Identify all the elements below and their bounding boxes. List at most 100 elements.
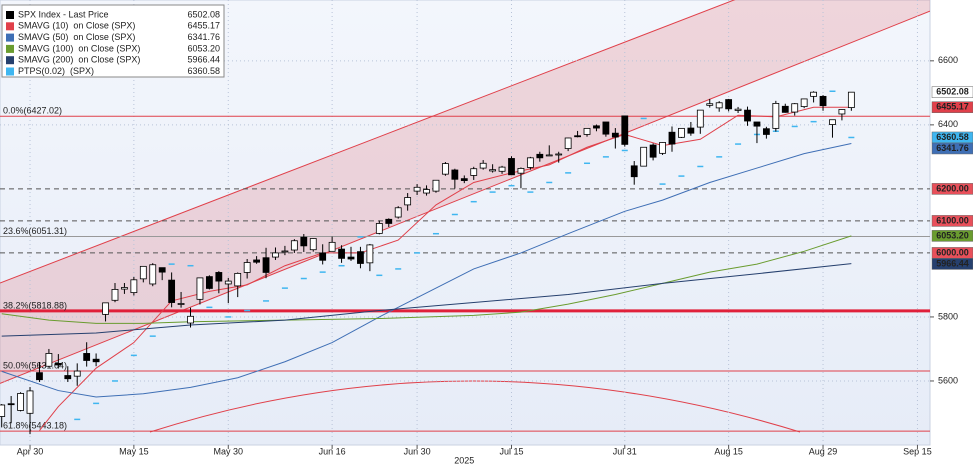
candle-body [423,189,430,194]
legend-value: 6502.08 [187,9,220,19]
value-box-label: 6053.20 [936,230,969,240]
candle-body [394,207,402,218]
candle-body [309,238,317,251]
value-box [931,86,973,98]
candle-body [102,302,109,315]
candle-body [583,127,591,135]
candle-body [234,273,242,287]
value-box [931,230,973,242]
legend-value: 6341.76 [187,32,220,42]
candle-body [45,353,53,367]
candle-body [687,127,695,134]
candle-body [715,102,723,109]
candle-body [26,390,34,414]
ma-line [1,143,852,398]
candle-body [847,91,855,108]
legend-swatch [6,11,14,19]
channel-line [0,10,930,384]
y-tick-label: 5600 [938,375,958,385]
candle-body [678,127,685,138]
candle-body [668,131,676,145]
legend-value: 5966.44 [187,55,220,65]
axes: Apr 30 May 15 May 30 Jun 16 Jun 30 Jul 15 Jul … [17,55,973,465]
candle-body [753,121,761,127]
candle-body [205,276,213,289]
candle-body [442,163,449,175]
x-tick-label: Jul 31 [613,446,637,456]
candle-body [262,257,270,273]
value-box [931,183,973,195]
candle-body [829,119,836,125]
value-box [931,142,973,155]
y-tick-label: 5800 [938,311,958,321]
value-box-label: 6341.76 [936,143,969,153]
x-tick-label: May 15 [119,446,149,456]
legend-value: 6455.17 [187,21,220,31]
x-tick-label: Jun 30 [404,446,431,456]
value-box-label: 6455.17 [936,102,969,112]
candle-body [187,315,194,324]
candle-body [17,393,24,411]
candle-body [347,256,355,260]
candle-body [734,108,742,111]
candle-body [602,121,610,135]
legend-swatch [6,67,14,76]
legend-label: SMAVG (10) on Close (SPX) [18,21,135,31]
candle-body [696,109,704,128]
x-tick-label: Sep 15 [903,446,932,456]
candle-body [36,372,43,381]
candle-body [253,259,260,263]
candle-body [706,103,714,106]
ma-line [1,263,852,337]
candle-body [508,158,515,176]
candle-body [489,169,497,172]
candle-body [526,157,534,168]
candle-body [366,244,374,264]
legend: SPX Index - Last Price 6502.08 SMAVG (10) … [1,4,225,78]
candle-body [810,91,817,97]
candle-body [290,240,298,251]
candle-body [224,280,232,285]
candle-body [111,289,119,301]
candle-body [659,142,666,154]
legend-label: SMAVG (50) on Close (SPX) [18,32,135,42]
candle-body [0,404,6,417]
fib-label: 61.8%(5443.18) [3,421,67,431]
candle-body [649,144,657,158]
candle-body [536,153,544,159]
value-box-label: 6502.08 [936,87,969,97]
candle-body [149,264,157,285]
legend-swatch [6,33,14,42]
candle-body [517,167,525,174]
plot: 0.0%(6427.02) 23.6%(6051.31) 38.2%(5818.88… [0,0,930,445]
candle-body [479,162,487,169]
candle-body [168,279,176,303]
candle-body [281,250,289,253]
candle-body [121,287,128,290]
candle-body [215,272,223,282]
candle-body [357,251,364,264]
candle-body [328,241,336,252]
value-box-label: 5966.44 [936,258,969,268]
legend-label: SPX Index - Last Price [18,9,109,19]
ma-line [39,106,852,431]
candle-body [621,115,629,145]
candle-body [781,105,789,113]
x-tick-label: Jul 15 [499,446,523,456]
legend-value: 6360.58 [187,66,220,76]
value-box [931,101,973,113]
candle-body [64,375,72,380]
fib-label: 38.2%(5818.88) [3,300,67,310]
candle-body [385,218,393,224]
candle-body [800,98,808,108]
candle-body [196,277,204,300]
candle-body [130,279,138,294]
candle-body [574,135,581,138]
x-tick-label: Aug 29 [809,446,838,456]
candle-body [338,248,345,259]
candle-body [73,370,81,377]
x-tick-label: Aug 15 [714,446,743,456]
fib-label: 0.0%(6427.02) [3,106,62,116]
candle-body [272,252,279,258]
x-tick-label: Jun 16 [319,446,346,456]
